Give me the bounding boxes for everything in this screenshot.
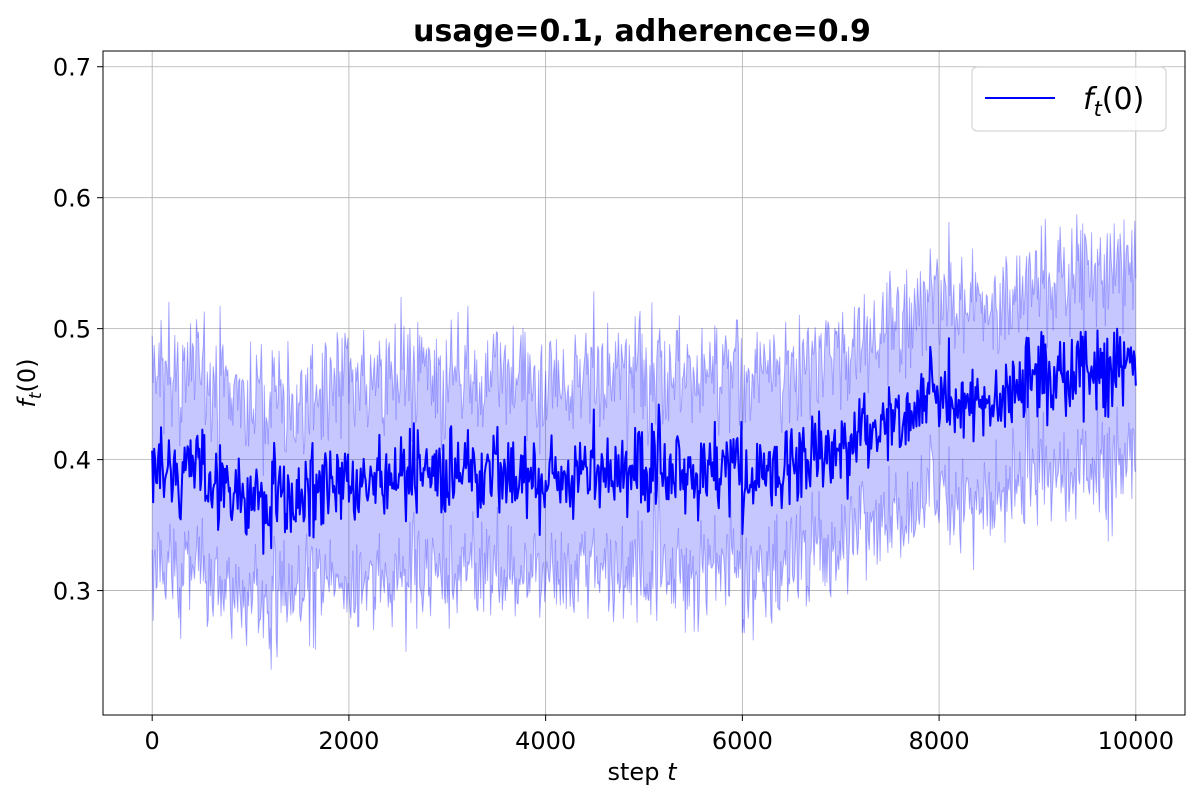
legend-label-sub: t xyxy=(1094,97,1103,121)
band-upper-edge xyxy=(151,214,1137,476)
legend-label: ft(0) xyxy=(1083,82,1144,121)
x-axis-ticks: 0 2000 4000 6000 8000 10000 xyxy=(145,715,1174,755)
legend: ft(0) xyxy=(971,66,1167,132)
y-tick-label: 0.5 xyxy=(53,316,91,344)
confidence-band xyxy=(151,214,1137,670)
y-axis-label: ft(0) xyxy=(13,358,46,407)
x-axis-label: step t xyxy=(608,758,679,786)
series-line-ft0 xyxy=(151,327,1137,555)
x-tick-label: 10000 xyxy=(1098,727,1174,755)
y-axis-label-sub: t xyxy=(26,391,46,399)
legend-box xyxy=(971,66,1167,132)
x-tick-label: 2000 xyxy=(318,727,379,755)
band-area xyxy=(152,214,1136,670)
y-tick-label: 0.3 xyxy=(53,578,91,606)
band-lower-edge xyxy=(151,396,1137,670)
legend-label-tail: (0) xyxy=(1102,82,1145,117)
x-tick-label: 0 xyxy=(145,727,160,755)
chart-title: usage=0.1, adherence=0.9 xyxy=(413,14,871,49)
x-tick-label: 6000 xyxy=(712,727,773,755)
y-tick-label: 0.4 xyxy=(53,447,91,475)
x-tick-label: 4000 xyxy=(515,727,576,755)
y-tick-label: 0.6 xyxy=(53,185,91,213)
plot-frame xyxy=(102,50,1186,716)
y-axis-ticks: 0.3 0.4 0.5 0.6 0.7 xyxy=(53,54,103,606)
x-axis-label-main: step xyxy=(608,758,668,786)
y-axis-label-tail: (0) xyxy=(13,358,41,392)
y-tick-label: 0.7 xyxy=(53,54,91,82)
x-axis-label-var: t xyxy=(667,758,678,786)
x-tick-label: 8000 xyxy=(909,727,970,755)
series-lines xyxy=(151,327,1137,555)
